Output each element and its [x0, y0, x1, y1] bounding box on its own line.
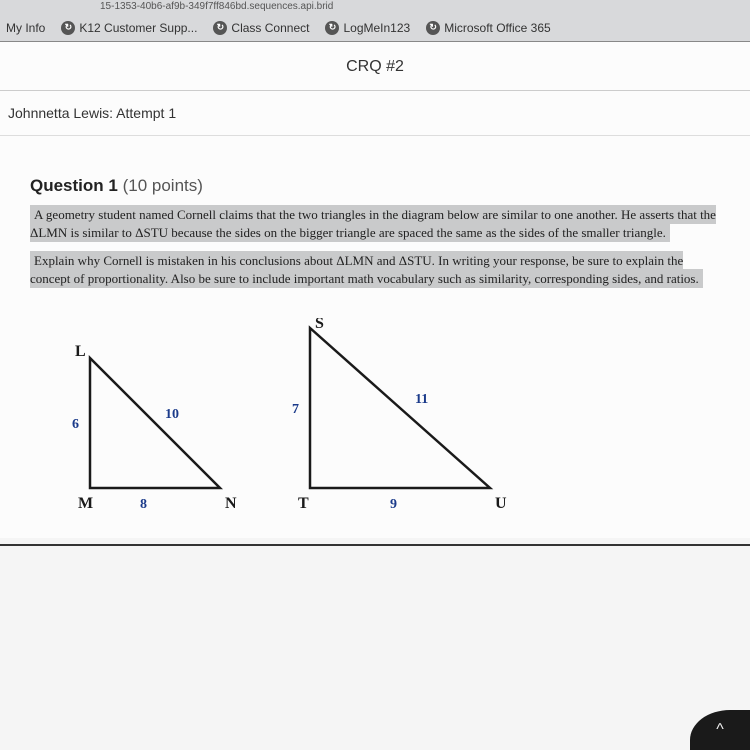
bookmark-label: K12 Customer Supp...	[79, 21, 197, 35]
question-text-2: Explain why Cornell is mistaken in his c…	[30, 251, 703, 288]
question-points: (10 points)	[123, 176, 203, 195]
page-title: CRQ #2	[0, 42, 750, 91]
question-text-1: A geometry student named Cornell claims …	[30, 205, 716, 242]
vertex-n: N	[225, 495, 237, 512]
bookmark-logmein[interactable]: ↻ LogMeIn123	[325, 21, 410, 35]
attempt-header: Johnnetta Lewis: Attempt 1	[0, 91, 750, 136]
vertex-t: T	[298, 495, 309, 512]
page-content: CRQ #2 Johnnetta Lewis: Attempt 1 Questi…	[0, 42, 750, 750]
question-heading: Question 1 (10 points)	[30, 176, 720, 196]
vertex-u: U	[495, 495, 507, 512]
divider	[0, 544, 750, 546]
bookmark-label: LogMeIn123	[343, 21, 410, 35]
side-tu: 9	[390, 497, 397, 512]
side-ln: 10	[165, 407, 179, 422]
globe-icon: ↻	[213, 21, 227, 35]
side-su: 11	[415, 392, 428, 407]
bookmark-myinfo[interactable]: My Info	[6, 21, 45, 35]
url-bar: 15-1353-40b6-af9b-349f7ff846bd.sequences…	[0, 0, 750, 14]
globe-icon: ↻	[426, 21, 440, 35]
bookmark-label: My Info	[6, 21, 45, 35]
bookmark-k12[interactable]: ↻ K12 Customer Supp...	[61, 21, 197, 35]
globe-icon: ↻	[325, 21, 339, 35]
bookmark-office365[interactable]: ↻ Microsoft Office 365	[426, 21, 551, 35]
triangle-lmn: L M N 6 8 10	[72, 343, 237, 512]
side-st: 7	[292, 402, 299, 417]
vertex-m: M	[78, 495, 93, 512]
globe-icon: ↻	[61, 21, 75, 35]
triangle-diagram: L M N 6 8 10 S T U 7 9	[30, 298, 720, 518]
triangle-stu: S T U 7 9 11	[292, 318, 507, 512]
question-number: Question 1	[30, 176, 118, 195]
bookmark-classconnect[interactable]: ↻ Class Connect	[213, 21, 309, 35]
question-block: Question 1 (10 points) A geometry studen…	[0, 136, 750, 538]
chevron-up-icon: ^	[716, 721, 724, 739]
side-mn: 8	[140, 497, 147, 512]
bookmark-label: Class Connect	[231, 21, 309, 35]
side-lm: 6	[72, 417, 79, 432]
vertex-s: S	[315, 318, 324, 332]
vertex-l: L	[75, 343, 86, 360]
bookmark-label: Microsoft Office 365	[444, 21, 551, 35]
bookmarks-bar: My Info ↻ K12 Customer Supp... ↻ Class C…	[0, 14, 750, 42]
